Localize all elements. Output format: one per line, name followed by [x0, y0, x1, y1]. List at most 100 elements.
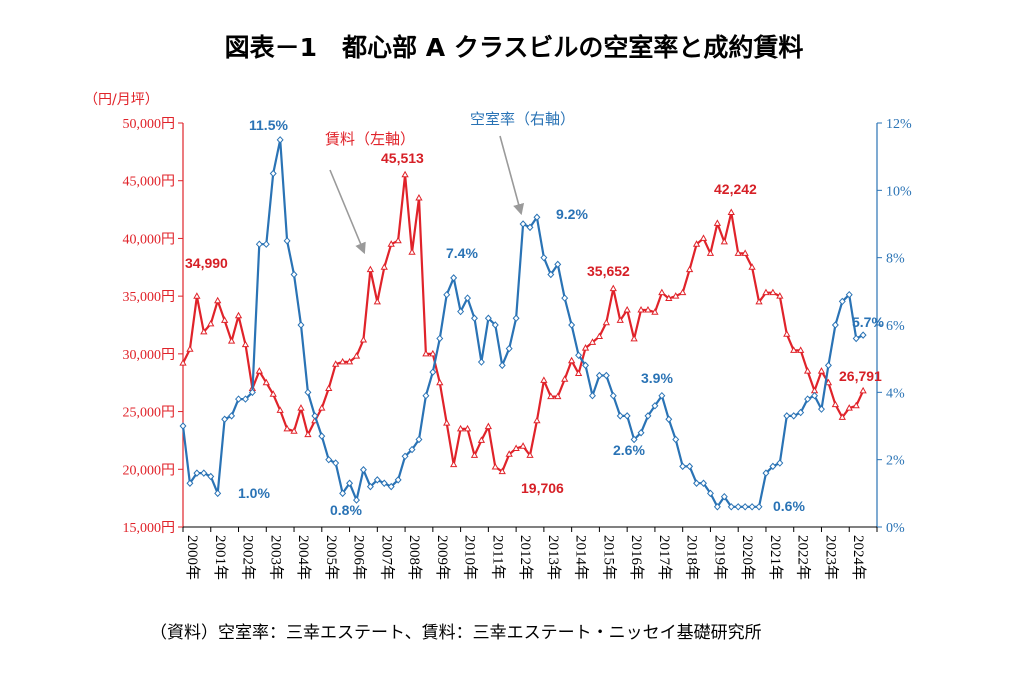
vacancy-point — [852, 334, 860, 343]
rent-label-2000: 34,990 — [185, 255, 228, 271]
vacancy-point — [304, 388, 312, 397]
rent-point — [574, 369, 583, 376]
rent-point — [526, 451, 534, 458]
rent-point — [581, 344, 590, 351]
rent-point — [297, 404, 305, 411]
vacancy-point — [353, 496, 360, 504]
vacancy-point — [401, 452, 409, 461]
vacancy-point — [824, 361, 832, 370]
rent-point — [797, 346, 805, 353]
rent-point — [845, 404, 853, 411]
vacancy-point — [568, 321, 576, 329]
vacancy-point — [325, 455, 333, 464]
vacancy-point — [498, 361, 506, 370]
right-tick-label: 8% — [886, 252, 905, 267]
left-axis-unit: （円/月坪） — [84, 92, 159, 108]
rent-point — [831, 400, 840, 408]
chart-title: 図表－1 都心部 A クラスビルの空室率と成約賃料 — [225, 33, 804, 62]
rent-point — [519, 442, 527, 449]
vacancy-point — [443, 290, 451, 299]
vacancy-point — [186, 479, 194, 487]
rent-point — [352, 352, 361, 359]
x-tick-label: 2022年 — [795, 535, 812, 580]
right-tick-label: 0% — [886, 521, 905, 536]
rent-point — [477, 436, 486, 443]
x-tick-label: 2004年 — [295, 535, 312, 580]
rent-point — [359, 335, 368, 343]
vacancy-point — [214, 489, 222, 498]
x-tick-label: 2011年 — [489, 535, 506, 579]
right-tick-label: 12% — [886, 117, 912, 132]
rent-point — [255, 367, 263, 374]
right-tick-label: 4% — [886, 386, 905, 401]
vacancy-point — [623, 412, 631, 420]
vacancy-point — [804, 395, 812, 403]
rent-point — [304, 430, 312, 438]
rent-point — [325, 384, 333, 391]
rent-point — [220, 316, 229, 323]
vacancy-point — [727, 503, 735, 511]
rent-point — [720, 237, 728, 245]
rent-point — [602, 318, 610, 326]
x-tick-label: 2014年 — [573, 535, 590, 580]
vacancy-point — [276, 136, 284, 144]
vacancy-point — [436, 334, 444, 343]
vacancy-point — [693, 479, 701, 487]
rent-point — [637, 305, 645, 313]
rent-point — [658, 288, 666, 296]
rent-point — [547, 392, 555, 400]
x-tick-label: 2010年 — [462, 535, 479, 580]
rent-point — [484, 422, 493, 430]
vacancy-label-2016: 2.6% — [613, 442, 645, 458]
vacancy-label-2009: 7.4% — [446, 245, 478, 261]
vacancy-point — [255, 240, 263, 248]
x-tick-label: 2018年 — [684, 535, 701, 580]
rent-point — [588, 338, 597, 345]
right-tick-label: 6% — [886, 319, 905, 334]
vacancy-point — [616, 412, 624, 420]
rent-point — [616, 316, 624, 323]
vacancy-point — [561, 294, 569, 302]
rent-point — [692, 240, 701, 247]
x-tick-label: 2015年 — [600, 535, 617, 580]
rent-point — [644, 305, 652, 313]
left-tick-label: 45,000円 — [123, 175, 176, 190]
vacancy-point — [651, 402, 659, 410]
rent-point — [387, 240, 395, 247]
vacancy-point — [602, 371, 610, 380]
vacancy-point — [706, 489, 714, 498]
vacancy-point — [526, 223, 534, 232]
rent-point — [783, 330, 791, 337]
vacancy-point — [811, 391, 819, 400]
rent-point — [262, 378, 270, 386]
rent-point — [332, 360, 340, 367]
x-tick-label: 2020年 — [739, 535, 756, 580]
x-tick-label: 2002年 — [240, 535, 257, 580]
vacancy-point — [200, 469, 208, 477]
rent-point — [505, 450, 513, 457]
vacancy-point — [408, 445, 416, 454]
vacancy-label-2006: 0.8% — [330, 502, 362, 518]
rent-point — [533, 416, 541, 424]
rent-point — [470, 451, 479, 458]
x-tick-label: 2013年 — [545, 535, 562, 580]
rent-point — [762, 288, 770, 296]
vacancy-point — [283, 237, 291, 245]
vacancy-series-annotation: 空室率（右軸） — [470, 110, 575, 128]
rent-point — [200, 327, 208, 335]
rent-point — [186, 345, 194, 352]
source-note: （資料）空室率：三幸エステート、賃料：三幸エステート・ニッセイ基礎研究所 — [150, 623, 762, 643]
vacancy-point — [609, 391, 617, 400]
rent-point — [734, 249, 742, 256]
vacancy-point — [235, 395, 243, 403]
x-tick-label: 2023年 — [822, 535, 839, 580]
vacancy-point — [720, 492, 728, 501]
rent-point — [269, 390, 277, 397]
x-tick-label: 2021年 — [767, 535, 784, 580]
rent-point — [345, 357, 354, 365]
rent-point — [609, 284, 617, 292]
rent-point — [338, 357, 347, 365]
left-tick-label: 30,000円 — [123, 348, 176, 363]
rent-point — [727, 208, 735, 216]
